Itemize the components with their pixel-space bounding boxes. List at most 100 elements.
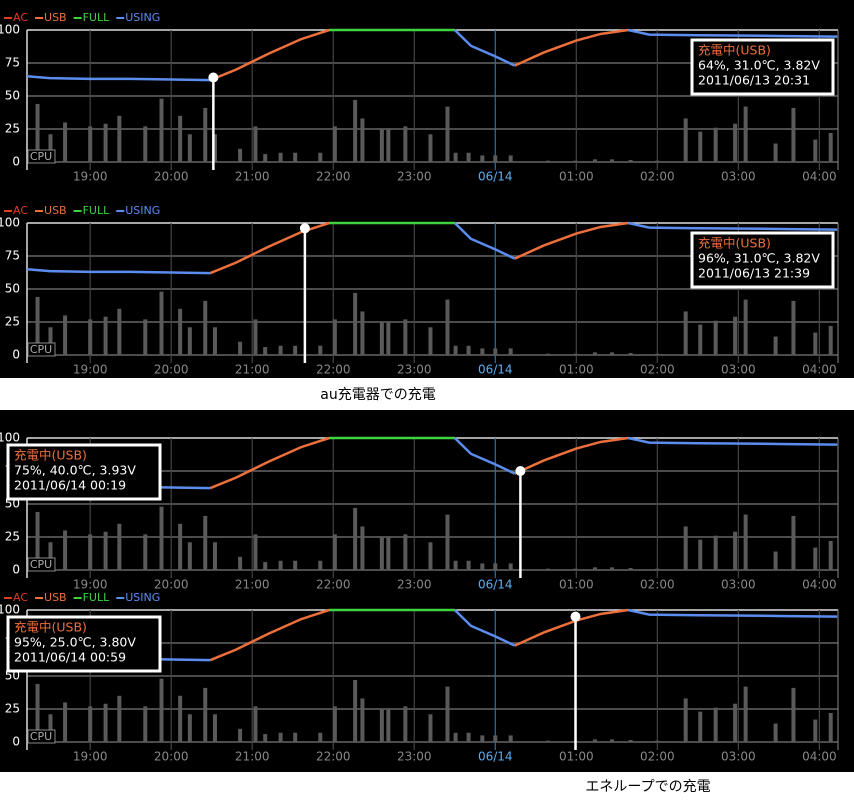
cpu-bar xyxy=(379,709,384,742)
cpu-bar xyxy=(773,143,778,162)
cpu-bar xyxy=(813,547,818,570)
cpu-bar xyxy=(88,126,93,162)
cpu-bar xyxy=(332,534,337,570)
cpu-bar xyxy=(445,514,450,570)
cpu-bar xyxy=(238,148,243,162)
cpu-bar xyxy=(428,714,433,742)
cpu-bar xyxy=(743,514,748,570)
y-tick-label: 25 xyxy=(5,702,20,716)
cpu-bar xyxy=(466,732,471,742)
x-tick-label: 19:00 xyxy=(73,578,108,592)
cpu-bar xyxy=(628,353,633,355)
cpu-bar xyxy=(117,523,122,570)
x-tick-label: 02:00 xyxy=(640,170,675,184)
cpu-bar xyxy=(592,567,597,570)
cpu-bar xyxy=(35,296,40,355)
legend-label: AC xyxy=(13,591,28,604)
x-tick-label: 02:00 xyxy=(640,750,675,764)
cpu-bar xyxy=(48,714,53,742)
cpu-label-box xyxy=(27,149,56,164)
cpu-bar xyxy=(318,345,323,355)
cpu-bar xyxy=(493,155,498,162)
cpu-bar xyxy=(103,123,108,162)
cpu-bar xyxy=(318,732,323,742)
cpu-bar xyxy=(628,160,633,162)
cpu-bar xyxy=(713,320,718,355)
cpu-bar xyxy=(733,316,738,355)
cpu-bar xyxy=(545,353,550,355)
tooltip-box xyxy=(6,615,162,673)
cpu-bar xyxy=(403,706,408,742)
x-tick-label: 01:00 xyxy=(559,750,594,764)
cpu-bar xyxy=(48,327,53,355)
cpu-bar xyxy=(63,122,68,162)
x-tick-label: 04:00 xyxy=(802,750,837,764)
x-tick-label: 19:00 xyxy=(73,363,108,377)
x-tick-label: 03:00 xyxy=(721,170,756,184)
cpu-bar xyxy=(386,537,391,570)
cpu-bar xyxy=(35,511,40,570)
cpu-bar xyxy=(480,563,485,570)
cpu-bar xyxy=(353,507,358,570)
tooltip-line: 96%, 31.0℃, 3.82V xyxy=(698,251,820,266)
cpu-bar xyxy=(63,315,68,355)
legend-label: USB xyxy=(44,11,67,24)
cpu-bar xyxy=(353,99,358,162)
y-tick-label: 0 xyxy=(12,735,20,749)
cpu-bar xyxy=(655,353,660,355)
legend-label: FULL xyxy=(83,11,111,24)
tooltip-box xyxy=(690,38,835,96)
cpu-bar xyxy=(332,706,337,742)
x-tick-label: 02:00 xyxy=(640,578,675,592)
cpu-label-box xyxy=(27,557,56,572)
cpu-bar xyxy=(403,534,408,570)
x-tick-label: 03:00 xyxy=(721,750,756,764)
battery-line xyxy=(26,221,838,275)
tooltip-line: 充電中(USB) xyxy=(14,620,87,635)
cpu-bar xyxy=(203,687,208,742)
cpu-bar xyxy=(379,129,384,162)
cpu-bar xyxy=(103,531,108,570)
cpu-bar xyxy=(655,568,660,570)
cpu-bar xyxy=(592,159,597,162)
x-tick-label: 06/14 xyxy=(478,170,513,184)
cpu-bar xyxy=(445,106,450,162)
cpu-bar xyxy=(508,563,513,570)
y-tick-label: 0 xyxy=(12,563,20,577)
cursor-dot xyxy=(299,223,310,234)
cpu-label: CPU xyxy=(30,150,52,163)
cpu-bar xyxy=(791,300,796,355)
cursor-dot xyxy=(570,611,581,622)
cpu-bar xyxy=(573,568,578,570)
cpu-bar xyxy=(508,155,513,162)
x-tick-label: 23:00 xyxy=(397,750,432,764)
cpu-bar xyxy=(791,107,796,162)
cpu-bar xyxy=(508,348,513,355)
cpu-bar xyxy=(212,542,217,570)
x-tick-label: 21:00 xyxy=(235,578,270,592)
legend-label: USING xyxy=(125,204,160,217)
x-tick-label: 03:00 xyxy=(721,578,756,592)
cpu-bar xyxy=(263,154,268,162)
tooltip-box xyxy=(6,443,162,501)
cpu-bar xyxy=(159,98,164,162)
cpu-bar xyxy=(466,560,471,570)
cpu-bar xyxy=(353,679,358,742)
cpu-bar xyxy=(573,353,578,355)
x-tick-label: 06/14 xyxy=(478,578,513,592)
cpu-bar xyxy=(187,542,192,570)
x-tick-label: 04:00 xyxy=(802,578,837,592)
cpu-bar xyxy=(828,540,833,570)
cpu-bar xyxy=(508,735,513,742)
cpu-bar xyxy=(360,311,365,355)
cpu-bar xyxy=(683,118,688,162)
cpu-bar xyxy=(159,506,164,570)
cpu-bar xyxy=(35,683,40,742)
cursor-dot xyxy=(515,466,526,476)
tooltip-box xyxy=(690,231,835,289)
x-tick-label: 01:00 xyxy=(559,363,594,377)
cpu-bar xyxy=(428,542,433,570)
cpu-bar xyxy=(63,702,68,742)
tooltip-line: 2011/06/14 00:59 xyxy=(14,650,126,665)
tooltip-line: 充電中(USB) xyxy=(698,43,771,58)
